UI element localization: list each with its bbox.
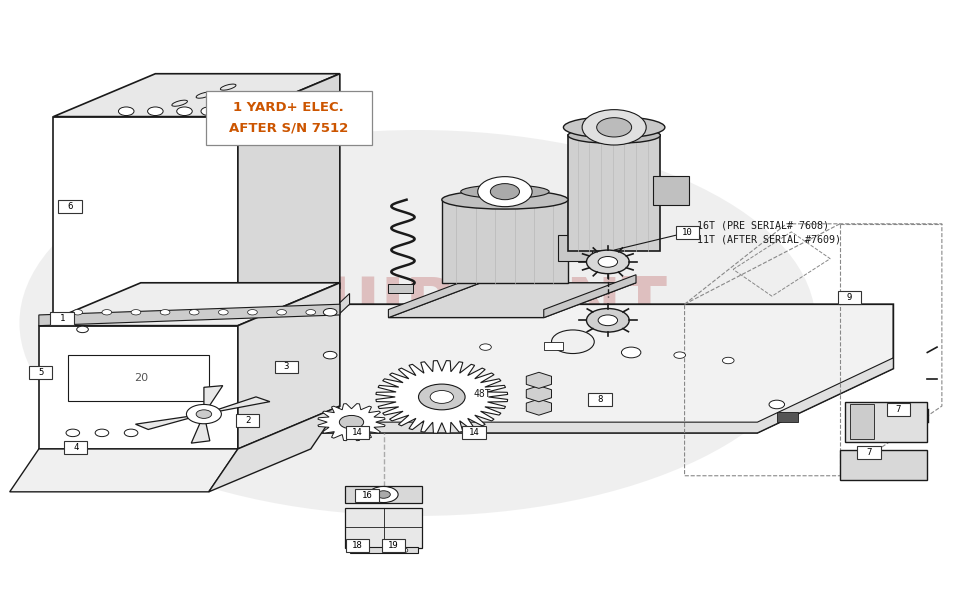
Bar — [588, 392, 612, 405]
Bar — [676, 226, 699, 239]
Polygon shape — [39, 304, 340, 326]
Circle shape — [480, 344, 491, 350]
Bar — [653, 176, 689, 205]
Polygon shape — [191, 414, 210, 443]
Circle shape — [323, 309, 337, 316]
Circle shape — [552, 330, 594, 353]
Ellipse shape — [19, 130, 816, 516]
Bar — [568, 135, 660, 251]
Text: 14: 14 — [352, 428, 363, 437]
Circle shape — [621, 347, 641, 358]
Circle shape — [769, 400, 785, 409]
Polygon shape — [318, 404, 385, 441]
Circle shape — [77, 326, 88, 333]
Bar — [64, 441, 87, 454]
Circle shape — [598, 315, 618, 326]
Polygon shape — [39, 282, 340, 326]
Bar — [382, 539, 405, 552]
Polygon shape — [345, 486, 422, 502]
Polygon shape — [345, 508, 422, 548]
Text: 6: 6 — [67, 202, 73, 210]
Polygon shape — [214, 358, 893, 433]
Text: 1 YARD+ ELEC.
AFTER S/N 7512: 1 YARD+ ELEC. AFTER S/N 7512 — [229, 102, 349, 134]
Text: 5: 5 — [38, 368, 44, 377]
Polygon shape — [39, 326, 238, 449]
Polygon shape — [376, 361, 508, 433]
Circle shape — [398, 548, 408, 553]
Circle shape — [419, 384, 465, 410]
Bar — [275, 361, 298, 374]
Polygon shape — [238, 282, 340, 449]
Text: 12" STANDARD CHUTE / ELECTRIC DRIVE ASSEMBLY: 12" STANDARD CHUTE / ELECTRIC DRIVE ASSE… — [0, 11, 971, 44]
Polygon shape — [136, 414, 204, 430]
Circle shape — [189, 310, 199, 315]
Circle shape — [201, 107, 217, 115]
Polygon shape — [214, 304, 893, 433]
Circle shape — [186, 404, 221, 424]
Bar — [558, 235, 592, 261]
Bar — [838, 291, 861, 304]
Bar — [29, 366, 52, 379]
Polygon shape — [350, 547, 418, 554]
Bar — [840, 450, 927, 479]
Bar — [346, 539, 369, 552]
Ellipse shape — [563, 116, 665, 138]
Circle shape — [218, 310, 228, 315]
Polygon shape — [214, 294, 350, 433]
Ellipse shape — [442, 190, 568, 209]
Circle shape — [177, 107, 192, 115]
Circle shape — [73, 310, 83, 315]
Polygon shape — [544, 275, 636, 317]
Polygon shape — [204, 386, 222, 414]
Text: 4: 4 — [73, 443, 79, 452]
Text: 7: 7 — [895, 405, 901, 414]
Circle shape — [478, 177, 532, 207]
Polygon shape — [209, 406, 340, 492]
Text: 18: 18 — [352, 541, 363, 550]
Text: 16: 16 — [361, 491, 373, 500]
Bar — [850, 404, 874, 439]
Ellipse shape — [461, 185, 550, 199]
Text: 9: 9 — [847, 293, 853, 302]
Polygon shape — [204, 397, 270, 414]
Circle shape — [586, 309, 629, 332]
Circle shape — [369, 486, 398, 502]
Text: 8: 8 — [597, 395, 603, 404]
Circle shape — [160, 310, 170, 315]
Text: 10: 10 — [682, 229, 693, 238]
Text: EQUIPMENT: EQUIPMENT — [225, 274, 668, 340]
Circle shape — [124, 429, 138, 437]
Text: 3: 3 — [284, 362, 289, 371]
Polygon shape — [238, 74, 340, 331]
Text: 20: 20 — [134, 373, 148, 383]
Text: 2: 2 — [245, 416, 251, 425]
Text: 16T (PRE SERIAL# 7608)
11T (AFTER SERIAL #7609): 16T (PRE SERIAL# 7608) 11T (AFTER SERIAL… — [697, 221, 841, 245]
Circle shape — [340, 415, 363, 429]
Circle shape — [359, 548, 369, 553]
FancyBboxPatch shape — [206, 91, 372, 145]
Bar — [58, 200, 82, 213]
Bar — [887, 404, 910, 416]
Bar — [50, 312, 74, 325]
Polygon shape — [53, 74, 340, 116]
Text: 1: 1 — [59, 314, 65, 323]
Ellipse shape — [568, 127, 660, 144]
Bar — [462, 427, 486, 439]
Circle shape — [95, 429, 109, 437]
Circle shape — [196, 410, 212, 418]
Text: SPECIALISTS: SPECIALISTS — [249, 350, 645, 404]
Circle shape — [583, 110, 647, 145]
Bar — [544, 342, 563, 350]
Polygon shape — [388, 275, 481, 317]
Bar — [442, 200, 568, 282]
Text: 14: 14 — [468, 428, 480, 437]
Bar — [857, 446, 881, 459]
Circle shape — [586, 250, 629, 274]
Bar — [355, 489, 379, 502]
Text: 19: 19 — [387, 541, 399, 550]
Circle shape — [490, 184, 519, 200]
Circle shape — [118, 107, 134, 115]
Polygon shape — [388, 282, 636, 317]
Circle shape — [598, 256, 618, 267]
Text: 48T: 48T — [474, 389, 491, 399]
